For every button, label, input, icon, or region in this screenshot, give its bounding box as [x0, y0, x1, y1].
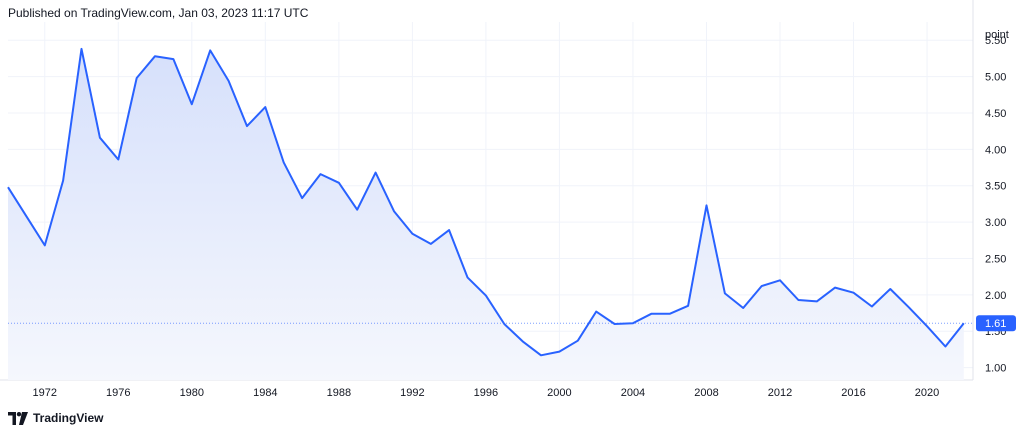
y-tick-label: 2.50: [985, 253, 1006, 265]
data-point-1996[interactable]: [484, 294, 488, 298]
data-point-1981[interactable]: [208, 48, 212, 52]
x-tick-label: 2000: [547, 387, 571, 399]
last-value-badge: 1.61: [8, 315, 1016, 332]
x-tick-label: 1996: [474, 387, 498, 399]
data-point-1990[interactable]: [374, 171, 378, 175]
last-value-badge-text: 1.61: [985, 318, 1006, 330]
data-point-1998[interactable]: [521, 339, 525, 343]
x-tick-label: 1980: [180, 387, 204, 399]
y-tick-label: 5.50: [985, 35, 1006, 47]
data-point-2007[interactable]: [686, 304, 690, 308]
y-tick-label: 4.00: [985, 144, 1006, 156]
x-tick-label: 2016: [841, 387, 865, 399]
data-point-1992[interactable]: [410, 232, 414, 236]
x-tick-label: 2008: [694, 387, 718, 399]
data-point-2008[interactable]: [705, 203, 709, 207]
data-point-1987[interactable]: [319, 172, 323, 176]
y-axis[interactable]: 1.001.502.002.503.003.504.004.505.005.50: [985, 35, 1006, 374]
data-point-2012[interactable]: [778, 278, 782, 282]
y-tick-label: 2.00: [985, 290, 1006, 302]
data-point-2003[interactable]: [613, 322, 617, 326]
data-point-2002[interactable]: [594, 310, 598, 314]
line-layer: [7, 47, 965, 357]
data-point-1982[interactable]: [227, 79, 231, 83]
data-point-1980[interactable]: [190, 102, 194, 106]
data-point-2018[interactable]: [888, 287, 892, 291]
x-tick-label: 1972: [33, 387, 57, 399]
data-point-2010[interactable]: [741, 306, 745, 310]
x-tick-label: 2012: [768, 387, 792, 399]
data-point-1986[interactable]: [300, 196, 304, 200]
data-point-1991[interactable]: [392, 209, 396, 213]
published-header: Published on TradingView.com, Jan 03, 20…: [8, 6, 309, 20]
series-line: [7, 47, 965, 357]
y-tick-label: 3.50: [985, 181, 1006, 193]
y-tick-label: 3.00: [985, 217, 1006, 229]
x-tick-label: 1988: [327, 387, 351, 399]
data-point-1973[interactable]: [61, 179, 65, 183]
data-point-2006[interactable]: [668, 312, 672, 316]
data-point-1989[interactable]: [355, 208, 359, 212]
data-point-2020[interactable]: [925, 324, 929, 328]
data-point-1972[interactable]: [43, 243, 47, 247]
series-area-fill: [8, 48, 964, 381]
data-point-2017[interactable]: [870, 305, 874, 309]
last-value-badge-box: [976, 315, 1016, 332]
data-point-2009[interactable]: [723, 291, 727, 295]
data-point-2001[interactable]: [576, 339, 580, 343]
data-point-1988[interactable]: [337, 181, 341, 185]
y-tick-label: 1.00: [985, 363, 1006, 375]
x-axis[interactable]: 1972 1976 1980 1984 1988 1992 1996 2000 2004 2008…: [33, 387, 940, 399]
x-tick-label: 1976: [106, 387, 130, 399]
data-point-1999[interactable]: [539, 353, 543, 357]
y-axis-label: point: [985, 29, 1009, 41]
data-point-1985[interactable]: [282, 160, 286, 164]
data-point-2019[interactable]: [907, 305, 911, 309]
data-point-1978[interactable]: [153, 54, 157, 58]
data-point-1993[interactable]: [429, 242, 433, 246]
data-point-2015[interactable]: [833, 286, 837, 290]
data-point-2021[interactable]: [943, 345, 947, 349]
x-tick-label: 1992: [400, 387, 424, 399]
data-point-1984[interactable]: [263, 105, 267, 109]
data-point-1979[interactable]: [171, 57, 175, 61]
data-point-1974[interactable]: [80, 47, 84, 51]
area-layer: [8, 48, 964, 381]
data-point-2005[interactable]: [649, 312, 653, 316]
y-tick-label: 4.50: [985, 108, 1006, 120]
x-tick-label: 2020: [915, 387, 939, 399]
x-tick-label: 1984: [253, 387, 277, 399]
data-point-2011[interactable]: [760, 284, 764, 288]
data-point-1997[interactable]: [502, 322, 506, 326]
data-point-1994[interactable]: [447, 228, 451, 232]
tradingview-logo[interactable]: TradingView: [8, 411, 103, 425]
data-point-2016[interactable]: [852, 291, 856, 295]
data-point-1971[interactable]: [24, 214, 28, 218]
data-point-1977[interactable]: [135, 76, 139, 80]
data-point-1983[interactable]: [245, 124, 249, 128]
tradingview-logo-icon: [8, 411, 28, 425]
data-point-1975[interactable]: [98, 136, 102, 140]
data-point-1970[interactable]: [6, 185, 10, 189]
data-point-2013[interactable]: [796, 298, 800, 302]
x-tick-label: 2004: [621, 387, 645, 399]
data-point-2000[interactable]: [557, 350, 561, 354]
y-tick-label: 5.00: [985, 72, 1006, 84]
data-point-2014[interactable]: [815, 299, 819, 303]
tradingview-wordmark: TradingView: [33, 411, 104, 425]
data-point-1976[interactable]: [116, 158, 120, 162]
data-point-1995[interactable]: [466, 275, 470, 279]
